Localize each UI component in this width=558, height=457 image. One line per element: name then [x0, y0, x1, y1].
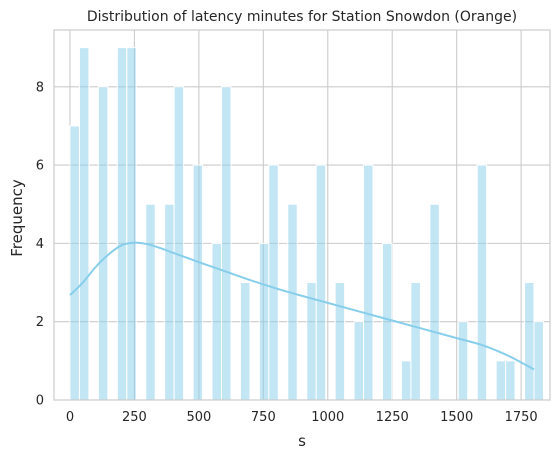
x-axis-ticks: 0 250 500 750 1000 1250 1500 1750	[66, 410, 538, 425]
x-tick-label: 250	[122, 410, 147, 425]
histogram-bar	[400, 360, 412, 401]
histogram-bar	[533, 321, 544, 401]
histogram-bar	[457, 321, 469, 401]
y-tick-label: 0	[36, 394, 44, 409]
kde-line	[69, 241, 535, 371]
histogram-bar	[78, 47, 90, 401]
x-tick-label: 1000	[311, 410, 344, 425]
y-tick-label: 2	[36, 315, 44, 330]
y-tick-label: 4	[36, 237, 44, 252]
histogram-bar	[524, 282, 535, 401]
x-tick-label: 1250	[376, 410, 409, 425]
y-axis-label: Frequency	[8, 179, 26, 257]
histogram-bar	[145, 203, 156, 401]
histogram-bar	[192, 164, 204, 401]
histogram-bars	[69, 47, 544, 401]
histogram-bar	[495, 360, 507, 401]
histogram-bar	[353, 321, 365, 401]
histogram-bar	[315, 164, 327, 401]
histogram-bar	[381, 242, 393, 401]
y-axis-ticks: 0 2 4 6 8	[36, 80, 44, 408]
histogram-bar	[126, 47, 137, 401]
x-tick-label: 500	[186, 410, 211, 425]
histogram-bar	[287, 203, 298, 401]
x-tick-label: 1500	[440, 410, 473, 425]
histogram-bar	[97, 86, 109, 401]
histogram-bar	[69, 125, 80, 401]
histogram-bar	[164, 203, 175, 401]
histogram-bar	[239, 282, 251, 401]
histogram-bar	[334, 282, 346, 401]
histogram-bar	[363, 164, 374, 401]
x-axis-label: s	[298, 432, 306, 450]
histogram-bar	[429, 203, 440, 401]
y-tick-label: 6	[36, 159, 44, 174]
histogram-bar	[258, 242, 270, 401]
histogram-bar	[505, 360, 516, 401]
histogram-bar	[221, 86, 232, 401]
x-tick-label: 750	[251, 410, 276, 425]
histogram-bar	[116, 47, 128, 401]
x-tick-label: 1750	[505, 410, 538, 425]
y-tick-label: 8	[36, 80, 44, 95]
histogram-bar	[268, 164, 279, 401]
plot-frame	[53, 29, 551, 401]
x-tick-label: 0	[66, 410, 74, 425]
histogram-bar	[173, 86, 185, 401]
chart-title: Distribution of latency minutes for Stat…	[87, 9, 517, 25]
histogram-bar	[410, 282, 421, 401]
histogram-bar	[476, 164, 488, 401]
